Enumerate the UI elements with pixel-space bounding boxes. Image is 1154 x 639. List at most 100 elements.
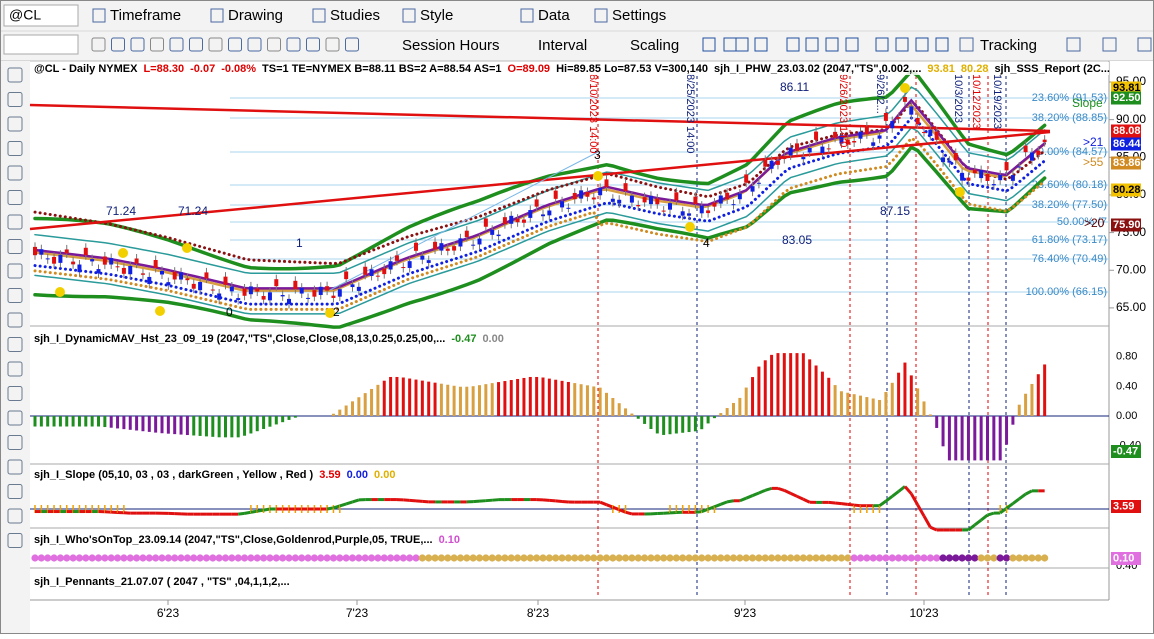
state-dot — [431, 554, 438, 561]
candle — [331, 296, 335, 298]
state-dot — [368, 554, 375, 561]
candle — [624, 183, 628, 191]
candle — [922, 132, 926, 133]
state-dot — [82, 554, 89, 561]
state-dot — [457, 554, 464, 561]
state-dot — [914, 554, 921, 561]
tool-button[interactable]: Session Hours — [402, 37, 500, 54]
price-badge-label: 83.86 — [1113, 157, 1141, 169]
menu[interactable]: Drawing — [228, 7, 283, 24]
state-dot — [1041, 554, 1048, 561]
candle — [668, 203, 672, 210]
candle — [452, 246, 456, 250]
candle — [878, 135, 882, 138]
candle — [903, 97, 907, 102]
candle — [135, 258, 139, 263]
annotation: 2 — [333, 305, 340, 319]
state-dot — [901, 554, 908, 561]
state-dot — [584, 554, 591, 561]
menu[interactable]: Settings — [612, 7, 666, 24]
candle — [484, 218, 488, 226]
pivot-dot — [182, 243, 192, 253]
slope-line — [695, 512, 701, 513]
state-dot — [1003, 554, 1010, 561]
menu[interactable]: Timeframe — [110, 7, 181, 24]
symbol-box[interactable] — [4, 35, 78, 54]
state-dot — [603, 554, 610, 561]
state-dot — [965, 554, 972, 561]
candle — [687, 213, 691, 215]
candle — [782, 156, 786, 159]
menu[interactable]: Style — [420, 7, 453, 24]
menu[interactable]: Data — [538, 7, 570, 24]
slope-line — [245, 512, 251, 513]
pivot-dot — [900, 83, 910, 93]
price-badge-label: 80.28 — [1113, 184, 1141, 196]
candle — [611, 199, 615, 202]
candle — [585, 192, 589, 197]
state-dot — [635, 554, 642, 561]
state-dot — [565, 554, 572, 561]
state-dot — [616, 554, 623, 561]
pivot-dot — [593, 171, 603, 181]
candle — [998, 175, 1002, 180]
candle — [516, 219, 520, 223]
candle — [185, 278, 189, 280]
state-dot — [552, 554, 559, 561]
state-dot — [819, 554, 826, 561]
candle — [916, 118, 920, 124]
symbol[interactable]: @CL — [9, 7, 41, 23]
annotation: 71.24 — [178, 204, 208, 218]
header-part: sjh_I_DynamicMAV_Hst_23_09_19 (2047,"TS"… — [34, 333, 445, 345]
candle — [58, 255, 62, 263]
tool-button[interactable]: Interval — [538, 37, 587, 54]
state-dot — [165, 554, 172, 561]
state-dot — [374, 554, 381, 561]
header-part: @CL - Daily NYMEX — [34, 63, 138, 75]
candle — [801, 157, 805, 159]
state-dot — [146, 554, 153, 561]
state-dot — [158, 554, 165, 561]
state-dot — [609, 554, 616, 561]
candle — [351, 284, 355, 287]
candle — [598, 188, 602, 195]
panel-header: sjh_I_Who'sOnTop_23.09.14 (2047,"TS",Clo… — [34, 534, 460, 546]
state-dot — [476, 554, 483, 561]
candle — [751, 186, 755, 191]
header-part: 93.81 — [927, 63, 955, 75]
state-dot — [311, 554, 318, 561]
date-tick-label: 8'23 — [527, 606, 550, 620]
state-dot — [139, 554, 146, 561]
candle — [268, 292, 272, 300]
candle — [744, 174, 748, 182]
fib-label: 38.20% (88.85) — [1032, 112, 1107, 124]
candle — [154, 260, 158, 268]
menu[interactable]: Studies — [330, 7, 380, 24]
candle — [90, 259, 94, 261]
candle — [389, 261, 393, 269]
header-part: sjh_I_Who'sOnTop_23.09.14 (2047,"TS",Clo… — [34, 534, 433, 546]
state-dot — [203, 554, 210, 561]
slope-line — [327, 508, 333, 509]
state-dot — [152, 554, 159, 561]
state-dot — [736, 554, 743, 561]
state-dot — [654, 554, 661, 561]
vertical-label: 9/26/2... — [874, 74, 886, 114]
state-dot — [666, 554, 673, 561]
slope-line — [238, 513, 244, 514]
candle — [554, 191, 558, 199]
candle — [471, 245, 475, 246]
state-dot — [920, 554, 927, 561]
slope-line — [727, 501, 733, 502]
annotation: 83.05 — [782, 233, 812, 247]
tool-button[interactable]: Scaling — [630, 37, 679, 54]
candle — [706, 210, 710, 213]
state-dot — [622, 554, 629, 561]
slope-line — [333, 506, 339, 508]
candle — [655, 198, 659, 204]
candle — [592, 198, 596, 200]
candle — [116, 266, 120, 267]
candle — [427, 260, 431, 263]
tool-button[interactable]: Tracking — [980, 37, 1037, 54]
candle — [236, 298, 240, 300]
